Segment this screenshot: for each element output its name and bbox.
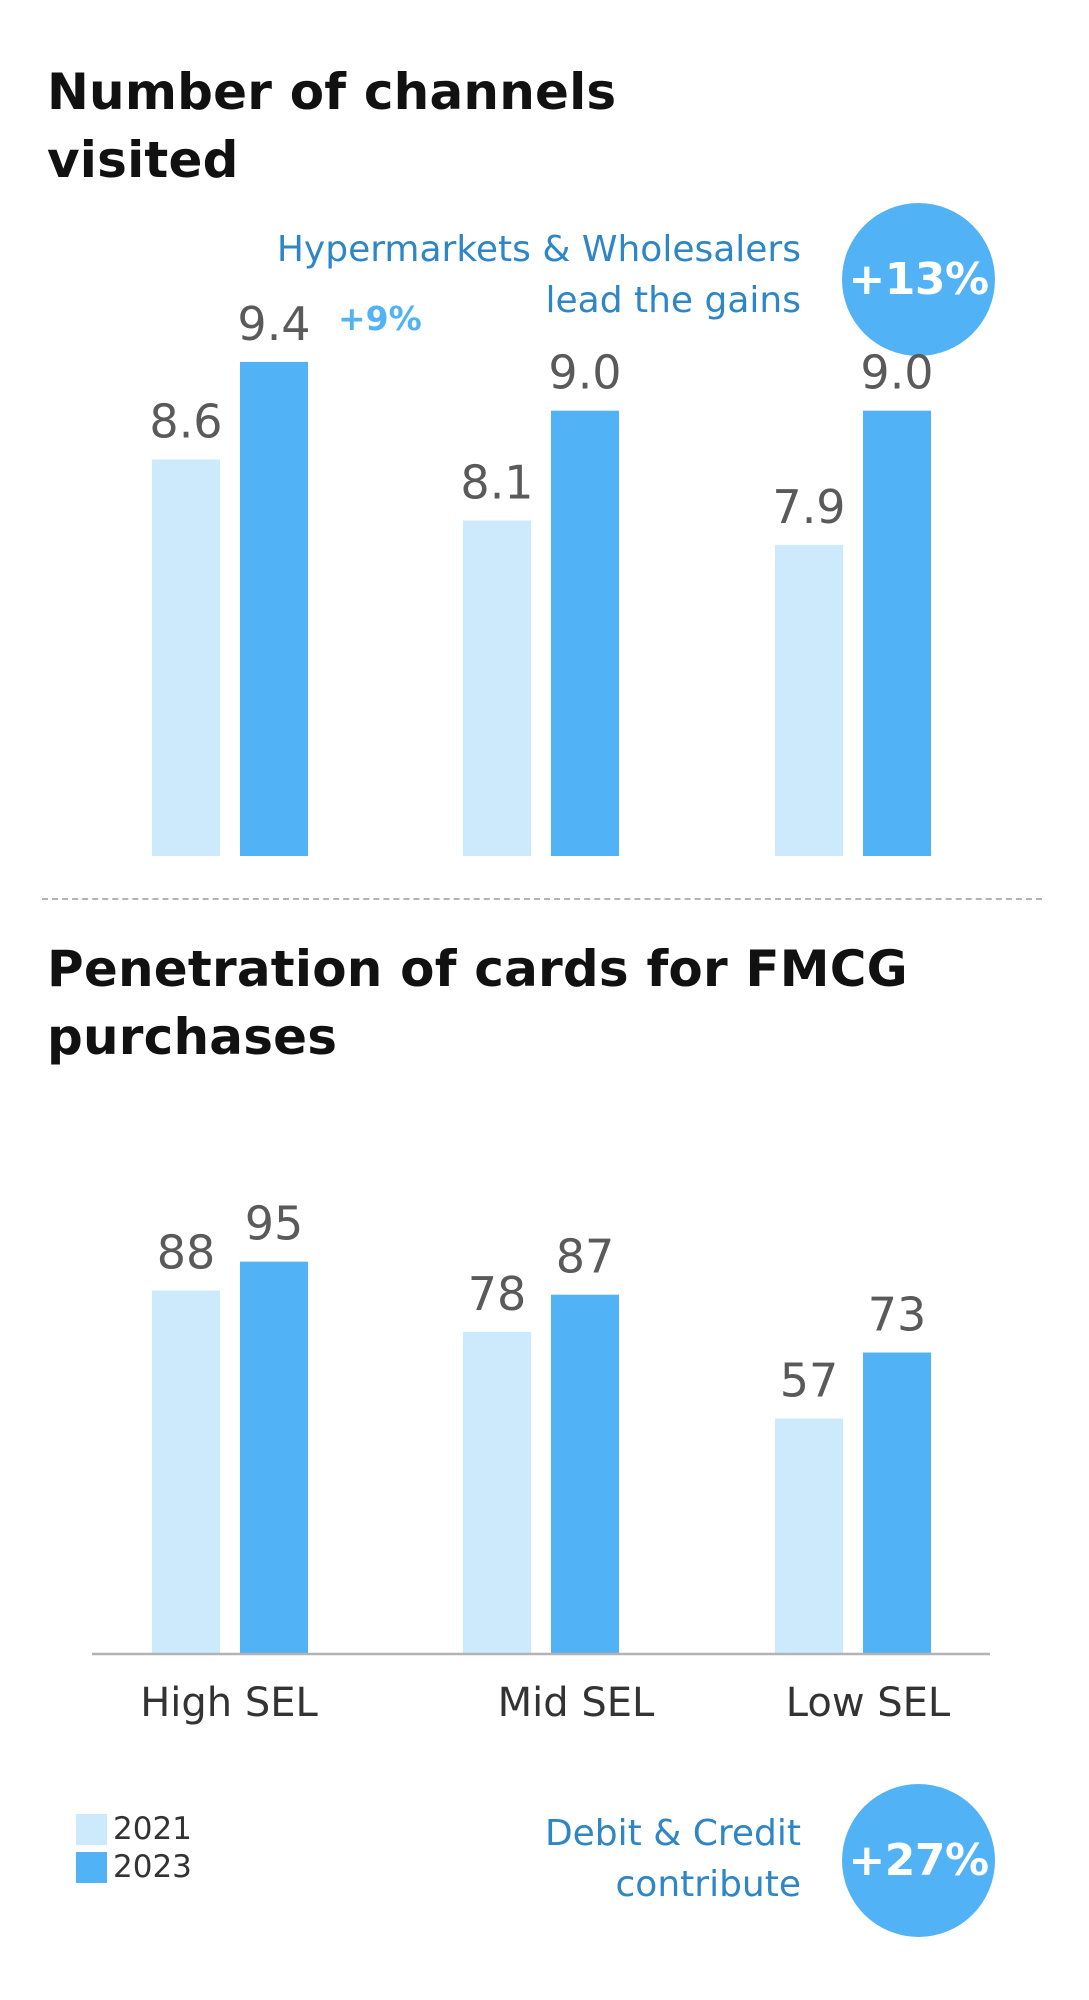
value-label-cards-2021-0: 88 [157,1226,216,1280]
value-label-cards-2021-1: 78 [468,1267,527,1321]
callout-channels-line-2: lead the gains [545,280,801,321]
category-label-low-sel: Low SEL [786,1680,951,1726]
value-label-cards-2023-2: 73 [868,1288,927,1342]
callout-card-penetration: Debit & Credit contribute [545,1808,801,1910]
channels-growth-badge: +13% [842,203,995,356]
bar-cards-2021-mid-sel [463,1331,531,1654]
callout-cards-line-2: contribute [615,1864,801,1905]
bar-cards-2023-mid-sel [551,1294,619,1654]
value-label-channels-2023-0: 9.4 [237,297,310,351]
legend: 2021 2023 [76,1810,192,1886]
value-label-channels-2021-2: 7.9 [772,480,845,534]
category-label-mid-sel: Mid SEL [498,1680,655,1726]
callout-cards-line-1: Debit & Credit [544,1813,801,1854]
bar-channels-2023-low-sel [863,410,931,856]
bar-cards-2023-high-sel [240,1261,308,1654]
card-penetration-bar-chart: 88 78 57 95 87 73 High SEL Mid SEL Low SEL [92,1197,990,1726]
bar-cards-2023-low-sel [863,1352,931,1654]
channels-bar-chart: 8.6 8.1 7.9 9.4 9.0 9.0 +9% [149,297,934,856]
value-label-cards-2023-0: 95 [245,1197,304,1251]
value-label-cards-2021-2: 57 [780,1354,839,1408]
bar-channels-2021-high-sel [152,459,220,856]
card-penetration-growth-badge: +27% [842,1784,995,1937]
bar-cards-2021-low-sel [775,1418,843,1654]
legend-swatch-2023 [76,1851,107,1883]
value-label-cards-2023-1: 87 [556,1230,615,1284]
chart-title-card-penetration: Penetration of cards for FMCG purchases [47,940,908,1066]
value-label-channels-2023-2: 9.0 [860,346,933,400]
bar-channels-2023-mid-sel [551,410,619,856]
callout-channels: Hypermarkets & Wholesalers lead the gain… [277,224,801,326]
bar-channels-2021-mid-sel [463,520,531,856]
legend-label-2023: 2023 [113,1849,192,1885]
bar-channels-2023-high-sel [240,361,308,856]
bar-cards-2021-high-sel [152,1290,220,1654]
section-divider [42,898,1042,900]
annotation-change-high-sel: +9% [338,299,422,338]
value-label-channels-2023-1: 9.0 [548,346,621,400]
callout-channels-line-1: Hypermarkets & Wholesalers [276,229,801,270]
value-label-channels-2021-1: 8.1 [460,456,533,510]
legend-item-2021: 2021 [76,1810,192,1848]
chart-title-channels: Number of channels visited [47,63,617,189]
legend-swatch-2021 [76,1813,107,1845]
legend-item-2023: 2023 [76,1848,192,1886]
category-label-high-sel: High SEL [140,1680,318,1726]
bar-channels-2021-low-sel [775,544,843,856]
value-label-channels-2021-0: 8.6 [149,395,222,449]
legend-label-2021: 2021 [113,1811,192,1847]
